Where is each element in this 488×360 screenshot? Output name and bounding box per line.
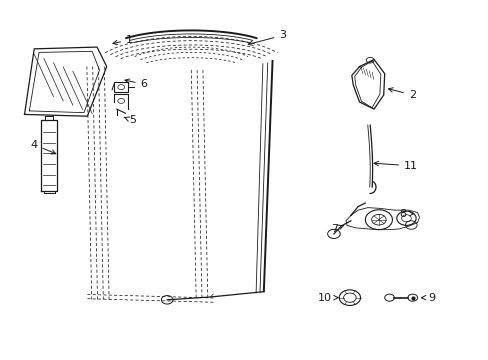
- Text: 5: 5: [124, 116, 136, 125]
- Text: 11: 11: [373, 161, 417, 171]
- Text: 6: 6: [125, 79, 147, 89]
- Text: 8: 8: [398, 209, 413, 219]
- Text: 4: 4: [30, 140, 56, 154]
- Text: 9: 9: [421, 293, 434, 303]
- Text: 1: 1: [113, 35, 133, 45]
- Text: 7: 7: [330, 224, 343, 234]
- Text: 10: 10: [317, 293, 338, 303]
- Text: 2: 2: [387, 88, 415, 100]
- Text: 3: 3: [248, 30, 285, 45]
